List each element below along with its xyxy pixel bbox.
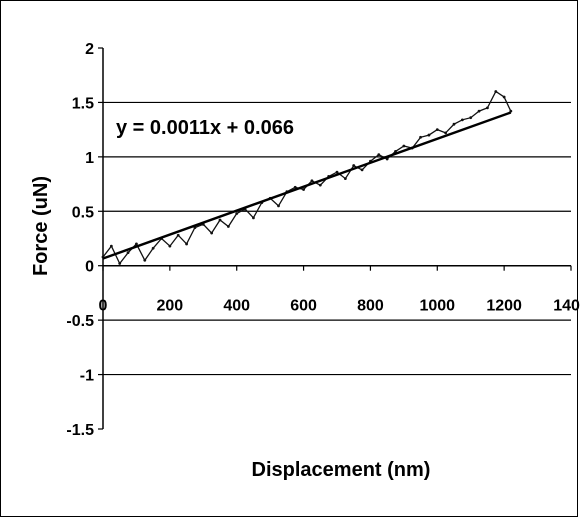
x-axis-title: Displacement (nm) bbox=[252, 459, 431, 481]
data-point bbox=[235, 212, 239, 215]
x-tick-label: 1200 bbox=[486, 298, 522, 315]
x-tick-label: 800 bbox=[357, 298, 384, 315]
data-point bbox=[210, 231, 214, 235]
data-point bbox=[118, 262, 122, 265]
data-point bbox=[302, 188, 305, 191]
data-point bbox=[109, 244, 113, 248]
data-point bbox=[394, 150, 397, 153]
data-point bbox=[360, 168, 364, 172]
trendline-equation: y = 0.0011x + 0.066 bbox=[116, 117, 294, 139]
tick-labels: 2 1.5 1 0.5 0 -0.5 -1 -1.5 0 200 400 600 800 1000 1200… bbox=[66, 41, 580, 439]
data-point bbox=[277, 204, 280, 208]
y-tick-label: 1.5 bbox=[72, 95, 94, 112]
y-tick-label: 2 bbox=[85, 41, 94, 58]
x-tick-label: 1400 bbox=[553, 298, 580, 315]
x-tick-label: 400 bbox=[223, 298, 250, 315]
data-point bbox=[126, 251, 130, 255]
y-tick-label: -1.5 bbox=[66, 422, 94, 439]
data-point bbox=[435, 128, 439, 132]
y-tick-label: 0.5 bbox=[72, 204, 94, 221]
data-point bbox=[176, 233, 180, 237]
data-point bbox=[419, 135, 422, 139]
data-point bbox=[352, 164, 356, 167]
x-tick-label: 600 bbox=[290, 298, 317, 315]
data-point bbox=[293, 185, 297, 189]
trendline-line bbox=[102, 111, 512, 260]
y-tick-label: 1 bbox=[85, 150, 94, 167]
data-point bbox=[168, 244, 172, 248]
data-point bbox=[318, 183, 322, 187]
data-point bbox=[135, 242, 138, 246]
data-point bbox=[335, 170, 339, 174]
x-tick-label: 0 bbox=[99, 298, 108, 315]
y-tick-label: 0 bbox=[85, 259, 94, 276]
data-point bbox=[402, 144, 406, 148]
y-axis-title: Force (uN) bbox=[30, 176, 52, 276]
x-tick-label: 200 bbox=[157, 298, 184, 315]
data-point bbox=[494, 90, 498, 93]
data-point bbox=[460, 118, 464, 122]
data-point bbox=[143, 258, 147, 262]
data-point bbox=[385, 157, 389, 161]
data-point bbox=[427, 133, 431, 137]
axes bbox=[102, 48, 571, 429]
data-point bbox=[252, 216, 255, 220]
data-point bbox=[377, 153, 381, 157]
data-point bbox=[218, 218, 222, 222]
data-point bbox=[151, 246, 155, 250]
trendline bbox=[102, 111, 512, 260]
data-point bbox=[477, 109, 481, 113]
data-point bbox=[452, 122, 456, 126]
data-point bbox=[444, 131, 448, 135]
data-point bbox=[185, 242, 188, 246]
grid-lines bbox=[103, 101, 571, 376]
data-point bbox=[343, 177, 347, 181]
data-point bbox=[469, 116, 473, 120]
data-point bbox=[226, 225, 230, 228]
data-point bbox=[486, 106, 489, 110]
y-tick-label: -1 bbox=[80, 368, 94, 385]
data-point bbox=[310, 179, 314, 183]
x-tick-label: 1000 bbox=[419, 298, 455, 315]
data-point bbox=[502, 95, 506, 99]
y-tick-label: -0.5 bbox=[66, 313, 94, 330]
